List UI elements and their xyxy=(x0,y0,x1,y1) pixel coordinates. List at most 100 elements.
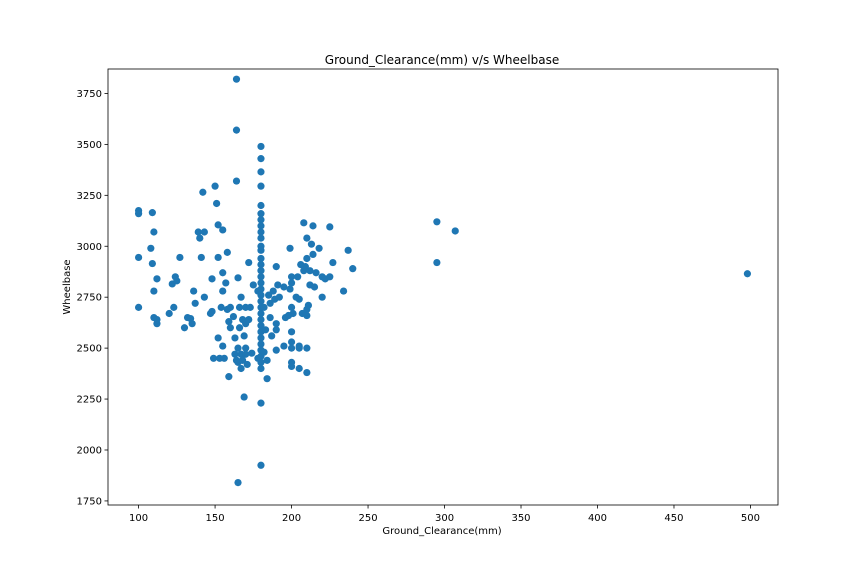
data-point xyxy=(248,349,256,357)
y-tick-label: 2500 xyxy=(77,344,102,355)
data-point xyxy=(220,354,228,362)
data-point xyxy=(243,360,251,369)
data-point xyxy=(257,285,265,293)
data-point xyxy=(249,281,257,289)
data-point xyxy=(257,364,265,373)
data-point xyxy=(257,309,265,318)
data-point xyxy=(219,287,227,295)
data-point xyxy=(310,283,319,291)
data-point xyxy=(260,303,268,311)
data-point xyxy=(257,399,265,407)
data-point xyxy=(303,234,311,242)
data-point xyxy=(219,269,227,277)
data-point xyxy=(191,299,199,307)
y-tick-label: 3500 xyxy=(77,140,102,151)
y-tick-label: 2000 xyxy=(77,445,102,456)
x-tick-label: 300 xyxy=(435,513,454,524)
data-point xyxy=(223,248,231,256)
data-point xyxy=(225,318,233,326)
data-point xyxy=(287,303,296,311)
data-point xyxy=(240,332,248,340)
x-tick-label: 250 xyxy=(358,513,377,524)
data-point xyxy=(257,201,265,210)
data-point xyxy=(300,219,308,227)
y-tick-label: 3000 xyxy=(77,242,102,253)
data-point xyxy=(257,297,265,305)
data-point xyxy=(242,350,250,358)
data-point xyxy=(303,368,311,377)
data-point xyxy=(214,334,222,342)
data-point xyxy=(257,291,265,299)
data-point xyxy=(153,316,161,324)
data-point xyxy=(307,240,316,248)
data-point xyxy=(257,461,265,469)
data-point xyxy=(225,373,233,381)
data-point xyxy=(232,126,241,134)
data-point xyxy=(295,364,303,373)
data-point xyxy=(211,182,219,190)
y-axis-title: Wheelbase xyxy=(62,259,73,314)
data-point xyxy=(433,258,441,267)
data-point xyxy=(309,250,317,258)
data-point xyxy=(260,348,268,356)
data-point xyxy=(257,340,265,348)
data-point xyxy=(257,182,265,190)
data-point xyxy=(309,222,317,230)
data-point xyxy=(287,338,296,346)
data-point xyxy=(257,246,265,254)
data-point xyxy=(344,246,352,254)
y-tick-label: 2750 xyxy=(77,293,102,304)
data-point xyxy=(257,222,265,230)
data-point xyxy=(242,344,250,352)
data-point xyxy=(257,273,265,281)
data-point xyxy=(231,350,239,358)
data-point xyxy=(257,155,265,163)
data-point xyxy=(237,364,245,373)
data-point xyxy=(274,281,282,289)
data-point xyxy=(306,267,314,275)
data-point xyxy=(326,273,334,281)
data-point xyxy=(226,324,234,332)
data-point xyxy=(287,344,296,352)
data-point xyxy=(150,228,158,236)
data-point xyxy=(134,210,143,218)
data-point xyxy=(214,253,222,262)
data-point xyxy=(257,279,265,287)
data-point xyxy=(257,316,265,324)
data-point xyxy=(318,293,326,301)
data-point xyxy=(222,279,230,287)
data-point xyxy=(326,223,334,231)
data-point xyxy=(257,260,265,269)
x-axis-title: Ground_Clearance(mm) xyxy=(382,526,501,537)
data-point xyxy=(199,188,207,196)
data-point xyxy=(240,393,248,401)
data-point xyxy=(245,258,253,267)
data-point xyxy=(148,209,156,217)
data-point xyxy=(257,228,265,236)
data-point xyxy=(287,328,296,336)
data-point xyxy=(339,287,348,295)
x-tick-label: 350 xyxy=(511,513,530,524)
data-point xyxy=(257,234,265,242)
data-point xyxy=(196,234,204,242)
data-point xyxy=(235,324,244,332)
data-point xyxy=(245,316,253,324)
data-point xyxy=(237,293,245,301)
data-point xyxy=(263,375,271,383)
data-point xyxy=(209,354,218,362)
data-point xyxy=(257,210,265,218)
data-point xyxy=(329,258,337,267)
data-point xyxy=(257,254,265,263)
data-point xyxy=(272,320,280,328)
data-point xyxy=(272,326,280,334)
data-point xyxy=(170,303,178,311)
y-tick-label: 2250 xyxy=(77,395,102,406)
data-point xyxy=(280,342,288,350)
data-point xyxy=(232,75,241,83)
data-point xyxy=(257,358,265,366)
data-point xyxy=(134,303,143,311)
data-point xyxy=(265,291,273,299)
data-point xyxy=(147,244,155,252)
data-point xyxy=(194,228,202,236)
x-tick-label: 100 xyxy=(129,513,148,524)
